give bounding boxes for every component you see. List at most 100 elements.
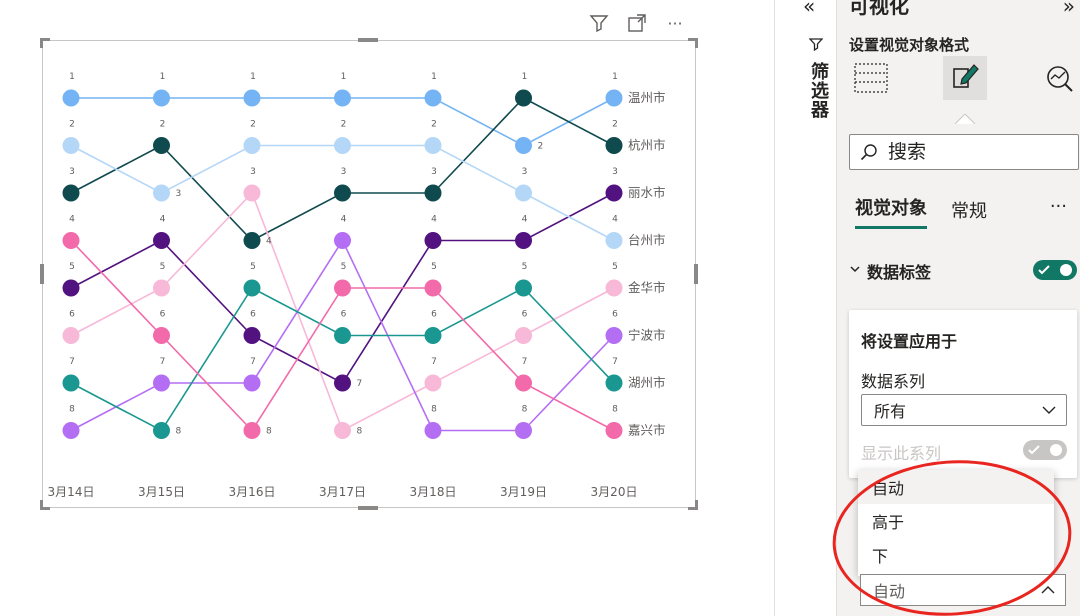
data-point[interactable]: [515, 89, 532, 107]
resize-handle-right[interactable]: [694, 264, 698, 284]
data-point[interactable]: [605, 422, 623, 439]
dropdown-option-auto[interactable]: 自动: [858, 470, 1054, 504]
dropdown-option-below[interactable]: 下: [872, 547, 889, 566]
data-point[interactable]: [424, 137, 442, 154]
x-axis-tick-label: 3月16日: [229, 485, 276, 499]
data-point[interactable]: [515, 374, 532, 392]
data-point[interactable]: [153, 232, 170, 249]
resize-corner-top-left[interactable]: [40, 38, 50, 48]
toggle-knob: [1050, 444, 1062, 456]
data-point[interactable]: [515, 279, 532, 297]
filters-pane-title[interactable]: 筛选器: [808, 62, 829, 119]
data-label: 5: [522, 262, 528, 272]
data-point[interactable]: [153, 184, 170, 202]
search-input[interactable]: [886, 140, 1070, 164]
x-axis-tick-label: 3月20日: [591, 485, 638, 499]
data-point[interactable]: [334, 89, 351, 107]
data-point[interactable]: [62, 374, 80, 392]
data-label: 5: [341, 262, 347, 272]
data-point[interactable]: [334, 279, 351, 297]
data-point[interactable]: [243, 184, 261, 202]
resize-handle-top[interactable]: [358, 38, 378, 42]
tabs-more-options-icon[interactable]: ···: [1049, 196, 1067, 217]
focus-mode-icon[interactable]: [626, 12, 648, 34]
data-point[interactable]: [334, 137, 351, 154]
data-label: 7: [160, 357, 166, 367]
data-point[interactable]: [62, 327, 80, 344]
data-point[interactable]: [424, 232, 442, 249]
resize-corner-top-right[interactable]: [688, 38, 698, 48]
collapse-pane-icon[interactable]: «: [803, 0, 816, 18]
data-point[interactable]: [424, 184, 442, 202]
data-point[interactable]: [424, 89, 442, 107]
show-series-toggle[interactable]: [1023, 440, 1067, 460]
resize-handle-bottom[interactable]: [358, 506, 378, 510]
data-point[interactable]: [243, 279, 261, 297]
data-point[interactable]: [424, 279, 442, 297]
data-point[interactable]: [515, 232, 532, 249]
resize-corner-bottom-right[interactable]: [688, 500, 698, 510]
filters-pane-collapsed[interactable]: « 筛选器: [774, 0, 837, 616]
data-point[interactable]: [515, 327, 532, 344]
resize-corner-bottom-left[interactable]: [40, 500, 50, 510]
data-label: 1: [69, 72, 75, 82]
data-point[interactable]: [605, 374, 623, 392]
data-point[interactable]: [243, 327, 261, 344]
format-search-box[interactable]: [849, 134, 1079, 170]
data-point[interactable]: [334, 184, 351, 202]
data-point[interactable]: [334, 327, 351, 344]
resize-handle-left[interactable]: [40, 264, 44, 284]
data-label: 2: [160, 120, 166, 130]
tab-visual[interactable]: 视觉对象: [855, 194, 927, 229]
data-point[interactable]: [153, 422, 170, 439]
data-point[interactable]: [605, 184, 623, 202]
data-point[interactable]: [515, 422, 532, 439]
data-point[interactable]: [153, 279, 170, 297]
data-point[interactable]: [62, 137, 80, 154]
format-brush-icon[interactable]: [943, 56, 987, 100]
fields-icon[interactable]: [849, 56, 893, 100]
data-point[interactable]: [334, 422, 351, 439]
data-point[interactable]: [334, 232, 351, 249]
data-point[interactable]: [62, 232, 80, 249]
data-point[interactable]: [605, 327, 623, 344]
data-point[interactable]: [243, 137, 261, 154]
series-select[interactable]: 所有: [861, 394, 1067, 426]
data-point[interactable]: [62, 184, 80, 202]
data-point[interactable]: [605, 137, 623, 154]
data-point[interactable]: [243, 89, 261, 107]
data-point[interactable]: [424, 327, 442, 344]
data-point[interactable]: [424, 422, 442, 439]
data-point[interactable]: [62, 422, 80, 439]
data-point[interactable]: [515, 137, 532, 154]
data-point[interactable]: [605, 279, 623, 297]
dropdown-option-above[interactable]: 高于: [872, 513, 905, 532]
data-point[interactable]: [243, 232, 261, 249]
data-point[interactable]: [515, 184, 532, 202]
data-point[interactable]: [424, 374, 442, 392]
data-labels-section-header[interactable]: 数据标签: [849, 258, 1077, 284]
data-point[interactable]: [605, 89, 623, 107]
funnel-icon[interactable]: [588, 12, 610, 34]
data-point[interactable]: [334, 374, 351, 392]
x-axis-tick-label: 3月15日: [138, 485, 185, 499]
data-point[interactable]: [605, 232, 623, 249]
position-select-value: 自动: [873, 582, 906, 601]
data-label: 2: [538, 142, 544, 152]
data-point[interactable]: [243, 422, 261, 439]
data-point[interactable]: [243, 374, 261, 392]
data-labels-toggle[interactable]: [1033, 260, 1077, 280]
data-point[interactable]: [153, 137, 170, 154]
expand-pane-icon[interactable]: »: [1062, 0, 1075, 18]
data-point[interactable]: [153, 327, 170, 344]
analytics-icon[interactable]: [1037, 56, 1080, 100]
tab-general[interactable]: 常规: [951, 201, 987, 222]
data-point[interactable]: [62, 279, 80, 297]
data-label: 6: [250, 310, 256, 320]
data-point[interactable]: [153, 89, 170, 107]
more-options-icon[interactable]: ···: [667, 13, 683, 33]
position-select[interactable]: 自动: [860, 574, 1066, 606]
data-point[interactable]: [153, 374, 170, 392]
data-point[interactable]: [62, 89, 80, 107]
checkmark-icon: [1038, 265, 1050, 275]
